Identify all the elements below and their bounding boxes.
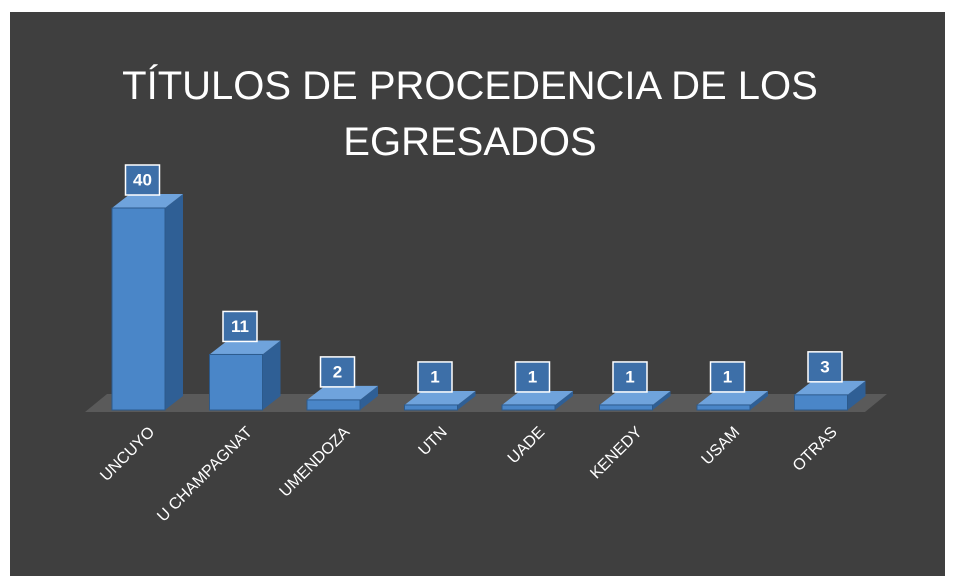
value-label-box	[709, 361, 746, 393]
bar-top	[599, 390, 671, 405]
bar	[501, 404, 556, 411]
bar	[306, 399, 361, 411]
value-label-box	[124, 164, 161, 196]
bar-side	[457, 390, 476, 410]
value-label: 1	[430, 367, 439, 386]
bar	[209, 353, 263, 411]
bar-top	[697, 390, 768, 405]
value-label-box	[807, 351, 843, 383]
bar-top	[502, 390, 573, 405]
bar	[599, 404, 653, 411]
bar-side	[750, 390, 768, 410]
value-label: 11	[231, 317, 249, 336]
bar	[111, 207, 166, 411]
bar-top	[794, 380, 866, 395]
bar-side	[847, 380, 866, 410]
bar	[696, 404, 751, 411]
bar-side	[555, 390, 573, 410]
floor	[85, 394, 887, 412]
bar	[794, 394, 848, 411]
value-label: 40	[133, 170, 152, 189]
value-label-box	[612, 361, 648, 393]
bar-top	[209, 340, 281, 355]
bar-side	[360, 385, 378, 410]
bar	[404, 404, 458, 411]
value-label-box	[514, 361, 551, 393]
value-label: 2	[333, 362, 342, 381]
value-label-box	[417, 361, 453, 393]
value-label: 3	[820, 357, 829, 376]
bar-side	[165, 194, 183, 410]
bar-top	[307, 385, 378, 400]
bar-side	[262, 340, 281, 410]
bar-side	[652, 390, 671, 410]
value-label-box	[222, 310, 258, 343]
value-label: 1	[625, 367, 634, 386]
value-label: 1	[528, 367, 537, 386]
bar-top	[404, 390, 476, 405]
value-label: 1	[723, 367, 732, 386]
chart-title: TÍTULOS DE PROCEDENCIA DE LOS EGRESADOS	[122, 64, 818, 164]
value-label-box	[319, 356, 356, 388]
bar-top	[112, 194, 183, 208]
